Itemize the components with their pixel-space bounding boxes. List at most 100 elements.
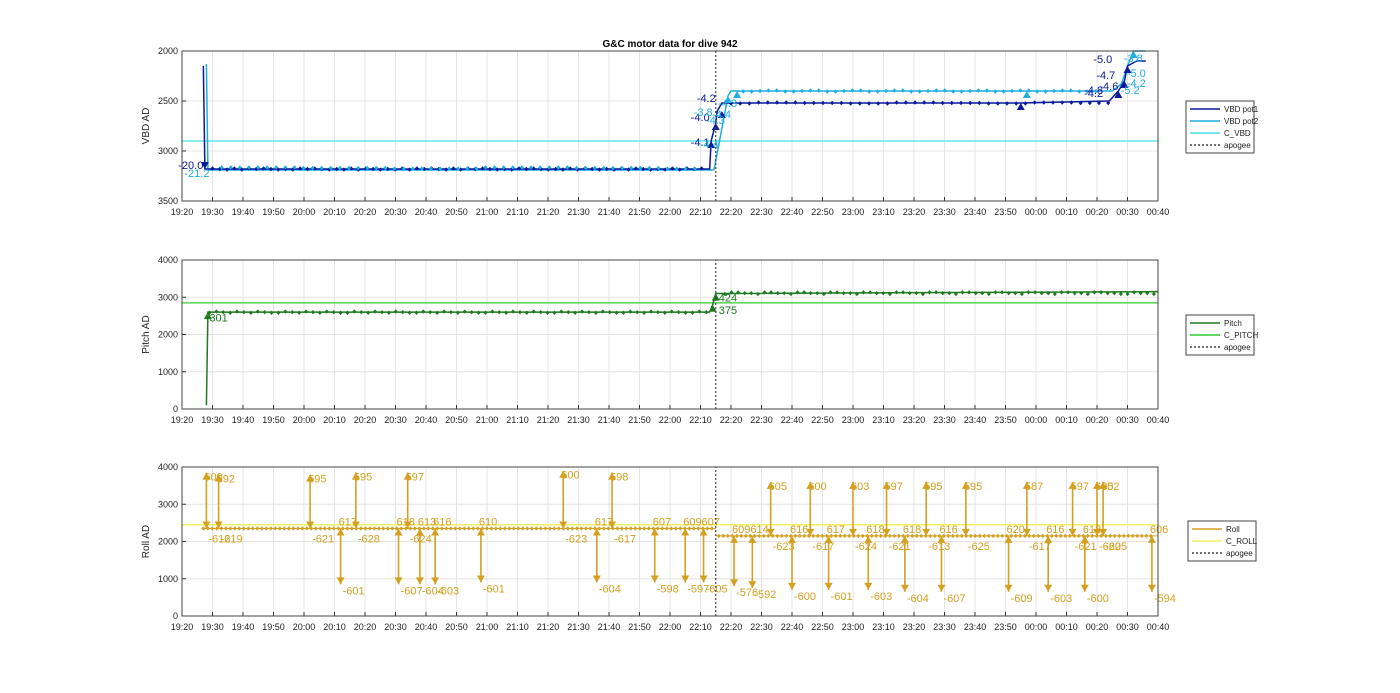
roll-label: 614 (750, 524, 768, 536)
x-tick-label: 19:50 (262, 622, 285, 632)
pitch-marker (881, 290, 886, 296)
pitch-marker (552, 310, 557, 315)
x-tick-label: 23:50 (994, 415, 1017, 425)
roll-marker (691, 526, 696, 531)
x-tick-label: 00:00 (1025, 207, 1048, 217)
vbd-pot2-marker (265, 165, 270, 170)
vbd-pot1-arrow (1114, 91, 1123, 98)
roll-marker (246, 526, 251, 531)
roll-label: -619 (221, 533, 243, 545)
vbd-annotation: -4.3 (706, 115, 725, 127)
roll-move-arrow (1004, 584, 1013, 592)
roll-move-arrow (202, 521, 211, 529)
roll-marker (340, 526, 345, 531)
plot-border (181, 466, 1159, 617)
x-tick-label: 19:40 (232, 207, 255, 217)
roll-marker (268, 526, 273, 531)
vbd-annotation: -4.2 (1127, 78, 1146, 90)
vbd-pot2-marker (867, 89, 872, 94)
roll-marker (696, 526, 701, 531)
vbd-pot2-marker (816, 88, 821, 93)
roll-marker (847, 533, 852, 539)
vbd-pot1-marker (995, 101, 1000, 106)
roll-marker (734, 533, 739, 539)
roll-marker (914, 533, 919, 539)
roll-move-arrow (415, 577, 424, 585)
pitch-marker (1092, 290, 1097, 295)
x-tick-label: 21:20 (537, 415, 560, 425)
roll-marker (1049, 533, 1054, 539)
vbd-annotation: -5.0 (1093, 54, 1112, 66)
roll-move-arrow (1068, 481, 1077, 489)
vbd-pot2-marker (483, 165, 488, 170)
roll-move-arrow (1147, 584, 1156, 592)
vbd-pot1-marker (341, 167, 346, 172)
y-tick-label: 2000 (158, 330, 178, 340)
x-tick-label: 21:40 (598, 622, 621, 632)
y-tick-label: 2000 (158, 537, 178, 547)
vbd-pot2-marker (741, 89, 746, 94)
vbd-pot2-marker (610, 165, 615, 171)
x-tick-label: 22:30 (750, 207, 773, 217)
pitch-marker (1085, 291, 1090, 297)
vbd-pot2-marker (301, 165, 306, 171)
pitch-marker (1006, 290, 1011, 296)
vbd-pot2-marker (465, 166, 470, 171)
pitch-marker (269, 310, 274, 315)
vbd-pot1-arrow (711, 123, 720, 130)
roll-label: -613 (928, 541, 950, 553)
x-tick-label: 21:40 (598, 207, 621, 217)
roll-marker (833, 533, 838, 539)
roll-marker (412, 526, 417, 531)
pitch-marker (655, 309, 660, 315)
vbd-pot2-marker (892, 88, 897, 93)
roll-marker (1135, 533, 1140, 539)
roll-marker (793, 533, 798, 539)
roll-move-arrow (699, 575, 708, 583)
roll-move-arrow (788, 535, 796, 543)
pitch-marker (1118, 291, 1123, 297)
roll-marker (376, 526, 381, 531)
roll-marker (399, 526, 404, 531)
pitch-marker (993, 290, 998, 295)
pitch-marker (788, 291, 793, 297)
vbd-pot2-marker (850, 88, 855, 93)
roll-label: 617 (339, 516, 357, 528)
pitch-marker (1125, 291, 1130, 297)
pitch-marker (435, 310, 440, 315)
vbd-annotation: -4.6 (1099, 81, 1118, 93)
pitch-marker (722, 291, 727, 297)
vbd-pot2-marker (474, 166, 479, 171)
roll-marker (538, 526, 543, 531)
roll-label: -612 (208, 533, 230, 545)
roll-marker (628, 526, 633, 531)
roll-label: 616 (939, 524, 957, 536)
pitch-marker (545, 310, 550, 315)
vbd-pot2-marker (984, 88, 989, 93)
vbd-pot2-marker (758, 88, 762, 94)
vbd-pot1-marker (553, 166, 558, 172)
roll-marker (336, 526, 341, 531)
roll-marker (1058, 533, 1063, 539)
vbd-pot2-arrow (1129, 51, 1138, 58)
plot-border (181, 259, 1159, 410)
x-tick-label: 22:40 (781, 415, 804, 425)
vbd-pot2-marker (692, 166, 697, 171)
pitch-marker (1105, 290, 1110, 296)
vbd-pot2-marker (620, 165, 625, 171)
x-tick-label: 20:50 (445, 207, 468, 217)
x-tick-label: 21:50 (628, 207, 651, 217)
roll-marker (237, 526, 242, 531)
roll-move-arrow (922, 481, 931, 489)
vbd-annotation: -3.8 (1124, 53, 1143, 65)
roll-move-arrow (415, 528, 424, 536)
roll-label: 597 (406, 472, 424, 484)
pitch-marker (476, 310, 481, 315)
legend-label: C_ROLL (1226, 537, 1258, 546)
roll-marker (430, 526, 435, 531)
legend-label: C_PITCH (1224, 331, 1258, 340)
roll-marker (556, 526, 561, 531)
roll-label: -607 (943, 593, 965, 605)
pitch-marker (345, 310, 350, 315)
roll-label: -604 (422, 585, 444, 597)
